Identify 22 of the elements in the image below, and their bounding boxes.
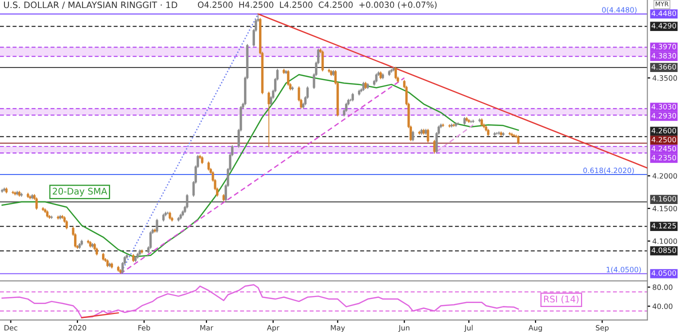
candlestick bbox=[433, 139, 436, 154]
candlestick bbox=[149, 230, 152, 250]
line-series bbox=[2, 74, 519, 258]
series-label: 20-Day SMA bbox=[52, 188, 108, 196]
candlestick bbox=[375, 72, 378, 83]
candlestick bbox=[287, 70, 290, 86]
text: RSI (14) bbox=[544, 295, 579, 304]
candlestick bbox=[186, 194, 188, 209]
candlestick bbox=[517, 134, 520, 145]
candlestick bbox=[345, 102, 348, 112]
candlestick bbox=[35, 196, 38, 210]
candlestick bbox=[156, 218, 158, 233]
candlestick bbox=[207, 161, 210, 172]
candlestick bbox=[268, 91, 270, 148]
chart-subtitle: O4.2500 H4.2500 L4.2500 C4.2500 +0.0030 (+0.07%) bbox=[198, 1, 437, 9]
candlestick bbox=[65, 220, 68, 230]
candlestick bbox=[321, 50, 324, 72]
candlestick bbox=[394, 66, 397, 80]
candlestick bbox=[412, 130, 414, 142]
candlestick bbox=[426, 128, 430, 143]
chart-title: U.S. DOLLAR / MALAYSIAN RINGGIT · 1D bbox=[4, 2, 178, 9]
candlestick bbox=[362, 81, 365, 92]
